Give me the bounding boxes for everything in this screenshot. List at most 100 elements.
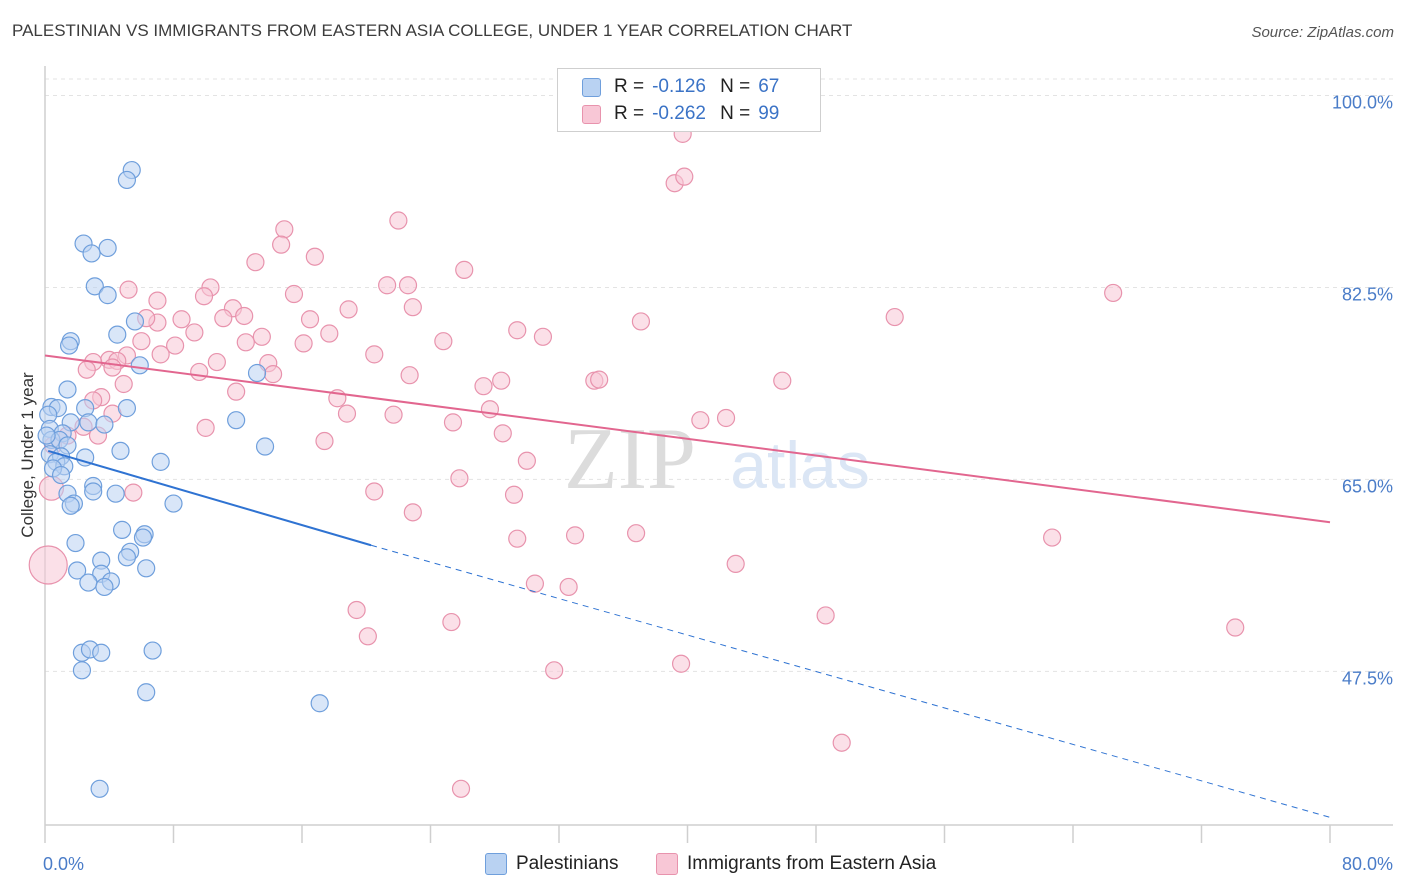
legend-n-value: 99 <box>758 103 780 124</box>
point-eastern-asia <box>1043 528 1062 547</box>
point-eastern-asia <box>631 312 651 331</box>
y-axis-label: College, Under 1 year <box>18 372 37 538</box>
point-eastern-asia <box>434 332 453 351</box>
axes <box>44 66 1393 843</box>
point-eastern-asia <box>305 247 324 266</box>
point-eastern-asia <box>103 358 122 377</box>
point-eastern-asia <box>151 345 170 364</box>
legend-n-value: 67 <box>758 76 780 97</box>
point-eastern-asia <box>389 211 408 230</box>
point-eastern-asia <box>196 418 215 437</box>
point-palestinians <box>151 452 170 471</box>
point-eastern-asia <box>675 167 694 186</box>
point-eastern-asia <box>339 300 358 319</box>
point-eastern-asia <box>816 606 835 625</box>
point-eastern-asia <box>403 503 422 522</box>
point-eastern-asia <box>166 336 185 355</box>
point-palestinians <box>125 312 145 331</box>
point-eastern-asia <box>832 733 851 752</box>
point-eastern-asia <box>119 280 138 299</box>
chart-source: Source: ZipAtlas.com <box>1251 24 1394 41</box>
point-eastern-asia <box>246 253 265 272</box>
point-palestinians <box>61 496 80 515</box>
point-palestinians <box>98 238 117 258</box>
point-eastern-asia <box>347 600 366 620</box>
point-palestinians <box>106 484 125 503</box>
point-palestinians <box>164 494 183 513</box>
point-eastern-asia <box>1104 283 1123 303</box>
point-eastern-asia <box>508 529 527 548</box>
point-eastern-asia <box>227 382 246 401</box>
point-eastern-asia <box>207 352 226 372</box>
point-eastern-asia <box>773 371 792 390</box>
point-eastern-asia <box>315 431 334 451</box>
point-palestinians <box>76 448 95 467</box>
point-eastern-asia <box>504 485 524 504</box>
point-palestinians <box>95 415 114 434</box>
series-legend: Palestinians Immigrants from Eastern Asi… <box>0 853 1406 877</box>
point-palestinians <box>227 411 246 430</box>
point-palestinians <box>133 528 153 547</box>
point-palestinians <box>92 643 111 662</box>
point-palestinians <box>112 520 132 539</box>
point-palestinians <box>58 380 77 399</box>
legend-item-palestinians[interactable]: Palestinians <box>485 853 618 875</box>
legend-swatch-blue <box>485 853 507 875</box>
point-eastern-asia <box>716 408 736 428</box>
point-palestinians <box>255 437 275 456</box>
point-palestinians <box>85 277 104 296</box>
legend-swatch-pink <box>656 853 678 875</box>
point-eastern-asia <box>236 333 255 352</box>
point-eastern-asia <box>214 309 233 328</box>
point-eastern-asia <box>320 324 339 343</box>
point-eastern-asia <box>384 405 403 424</box>
point-palestinians <box>66 533 85 553</box>
point-eastern-asia <box>284 284 304 304</box>
point-eastern-asia <box>337 404 357 423</box>
legend-label-eastern-asia: Immigrants from Eastern Asia <box>687 853 937 874</box>
point-eastern-asia <box>525 574 545 593</box>
legend-r-value: -0.126 <box>652 76 706 97</box>
point-eastern-asia <box>358 627 377 646</box>
point-eastern-asia <box>559 577 578 597</box>
legend-label-palestinians: Palestinians <box>516 853 619 874</box>
point-eastern-asia <box>365 345 384 364</box>
point-palestinians <box>137 683 156 702</box>
point-eastern-asia <box>492 371 511 390</box>
point-eastern-asia <box>378 276 397 295</box>
point-eastern-asia <box>114 374 133 394</box>
point-eastern-asia <box>77 360 96 379</box>
watermark-zip: ZIP <box>564 411 696 508</box>
point-eastern-asia <box>671 654 691 673</box>
point-eastern-asia <box>545 661 564 680</box>
point-eastern-asia <box>533 327 553 346</box>
point-palestinians <box>79 573 98 592</box>
legend-r-value: -0.262 <box>652 103 706 124</box>
watermark: ZIP atlas <box>564 411 870 508</box>
point-eastern-asia <box>185 323 204 342</box>
grid-lines <box>45 78 1393 672</box>
watermark-atlas: atlas <box>730 428 869 502</box>
point-palestinians <box>310 694 329 713</box>
point-eastern-asia <box>275 220 294 239</box>
legend-swatch-blue <box>582 77 601 97</box>
point-eastern-asia <box>398 276 418 295</box>
point-eastern-asia <box>365 482 384 501</box>
point-eastern-asia <box>132 332 151 351</box>
point-palestinians <box>98 286 117 305</box>
point-palestinians <box>117 399 137 418</box>
point-eastern-asia <box>294 334 313 353</box>
point-eastern-asia <box>403 298 422 317</box>
legend-item-eastern-asia[interactable]: Immigrants from Eastern Asia <box>656 853 936 875</box>
point-eastern-asia <box>194 287 214 306</box>
point-eastern-asia <box>450 469 469 488</box>
point-palestinians <box>143 641 162 660</box>
point-eastern-asia <box>235 306 254 326</box>
point-palestinians <box>108 325 127 344</box>
y-tick-label: 65.0% <box>1342 476 1393 496</box>
stats-legend: R = -0.126 N = 67 R = -0.262 N = 99 <box>557 68 821 132</box>
tick-labels: 100.0% 82.5% 65.0% 47.5% 0.0% 80.0% <box>43 92 1393 874</box>
point-palestinians <box>72 661 92 680</box>
point-palestinians <box>111 441 130 461</box>
